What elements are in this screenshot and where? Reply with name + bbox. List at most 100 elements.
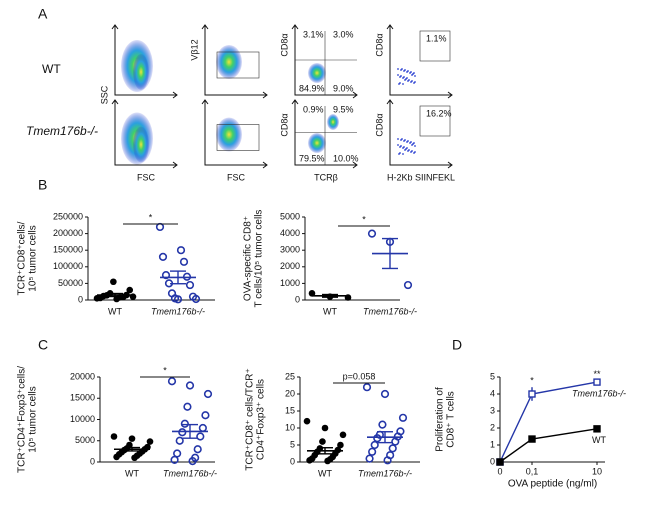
gate — [419, 30, 451, 62]
data-point — [176, 246, 186, 255]
panel-label: D — [452, 337, 462, 353]
y-tick-label: 250000 — [53, 211, 83, 221]
x-tick-label: Tmem176b-/- — [163, 468, 217, 478]
data-point — [373, 434, 382, 443]
data-point — [146, 438, 154, 445]
plot-axes — [389, 100, 452, 166]
y-tick-label: 20000 — [70, 371, 95, 381]
y-axis-label: CD8α — [279, 113, 289, 136]
data-point — [362, 383, 372, 392]
data-point — [391, 437, 400, 446]
y-tick-label: 3000 — [280, 245, 300, 255]
arrow — [111, 24, 178, 99]
gate-pct: 16.2% — [426, 108, 452, 118]
event — [411, 80, 413, 82]
data-point — [110, 278, 117, 286]
data-point — [178, 428, 187, 437]
event — [397, 138, 399, 140]
y-tick-label: 5 — [290, 439, 295, 449]
flow-panels: 3.1% 3.0% 84.9% 9.0% 1.1% 0.9% 9.5% 79.5% 10.0% 1… — [99, 24, 455, 182]
density — [216, 117, 242, 152]
data-point — [368, 447, 377, 456]
event — [400, 75, 402, 77]
data-point — [306, 457, 313, 464]
data-point — [170, 455, 179, 464]
data-point — [337, 441, 344, 449]
x-axis-label: FSC — [227, 172, 246, 182]
density — [308, 133, 326, 153]
x-tick-label: Tmem176b-/- — [151, 306, 205, 316]
x-tick-label: WT — [318, 468, 332, 478]
arrow — [386, 99, 453, 169]
data-point — [403, 280, 413, 290]
y-axis-label: Proliferation of — [435, 387, 446, 452]
y-axis-label: T cells/10⁵ tumor cells — [254, 210, 265, 308]
plot-axes — [114, 100, 177, 166]
y-tick-label: 1000 — [280, 278, 300, 288]
gate — [216, 124, 260, 151]
data-point — [528, 390, 536, 398]
data-point — [367, 229, 377, 238]
y-axis-label: TCR⁺CD8⁺ cells/TCR⁺ — [245, 368, 256, 471]
x-tick-label: WT — [323, 306, 337, 316]
y-axis-label: CD8α — [374, 113, 384, 136]
data-point — [173, 295, 183, 304]
y-axis-label: CD8⁺ T cells — [446, 391, 457, 448]
event — [413, 142, 415, 144]
y-tick-label: 150000 — [53, 245, 83, 255]
quadrant-pct: 9.0% — [333, 83, 354, 93]
gate — [419, 105, 451, 137]
event — [400, 145, 402, 147]
y-axis-label: OVA-specific CD8⁺ — [243, 216, 254, 301]
y-tick-label: 5000 — [280, 211, 300, 221]
density — [133, 54, 149, 90]
plot-axes — [389, 25, 452, 96]
event — [404, 139, 406, 141]
y-axis-label: SSC — [99, 85, 109, 104]
data-point — [126, 286, 134, 294]
data-point — [96, 294, 104, 302]
data-point — [593, 378, 601, 386]
data-point — [303, 417, 311, 425]
x-tick-label: 0 — [497, 466, 502, 476]
arrow — [291, 99, 358, 169]
x-axis-label: H-2Kb SIINFEKL — [387, 172, 455, 182]
event — [414, 75, 416, 77]
event — [414, 145, 416, 147]
density — [327, 114, 339, 130]
y-tick-label: 200000 — [53, 228, 83, 238]
y-tick-label: 100000 — [53, 261, 83, 271]
arrow — [386, 24, 453, 99]
event — [402, 153, 404, 155]
significance: * — [163, 365, 167, 375]
event — [403, 146, 405, 148]
y-tick-label: 5000 — [75, 435, 95, 445]
data-point — [158, 252, 168, 261]
arrow — [291, 24, 358, 99]
y-tick-label: 3 — [490, 405, 495, 415]
data-point — [398, 413, 408, 422]
event — [401, 68, 403, 70]
x-tick-label: Tmem176b-/- — [363, 306, 417, 316]
row-label: WT — [42, 62, 61, 76]
y-tick-label: 15000 — [70, 393, 95, 403]
charts: 050000100000150000200000250000TCR⁺CD8⁺ce… — [17, 210, 626, 490]
y-axis-label: Vβ12 — [189, 39, 199, 60]
y-tick-label: 50000 — [58, 278, 83, 288]
data-point — [321, 424, 329, 432]
data-point — [128, 435, 136, 442]
y-tick-label: 10000 — [70, 414, 95, 424]
event — [397, 74, 399, 76]
plot-axes — [294, 25, 357, 96]
y-axis-label: TCR⁺CD4⁺Foxp3⁺cells/ — [17, 366, 28, 473]
significance: p=0.058 — [343, 371, 376, 381]
y-axis-label: TCR⁺CD8⁺cells/ — [17, 221, 28, 295]
event — [397, 144, 399, 146]
event — [411, 150, 413, 152]
y-tick-label: 0 — [490, 456, 495, 466]
data-point — [196, 432, 205, 441]
event — [399, 82, 401, 84]
y-tick-label: 20 — [285, 388, 295, 398]
event — [407, 140, 409, 142]
event — [402, 83, 404, 85]
